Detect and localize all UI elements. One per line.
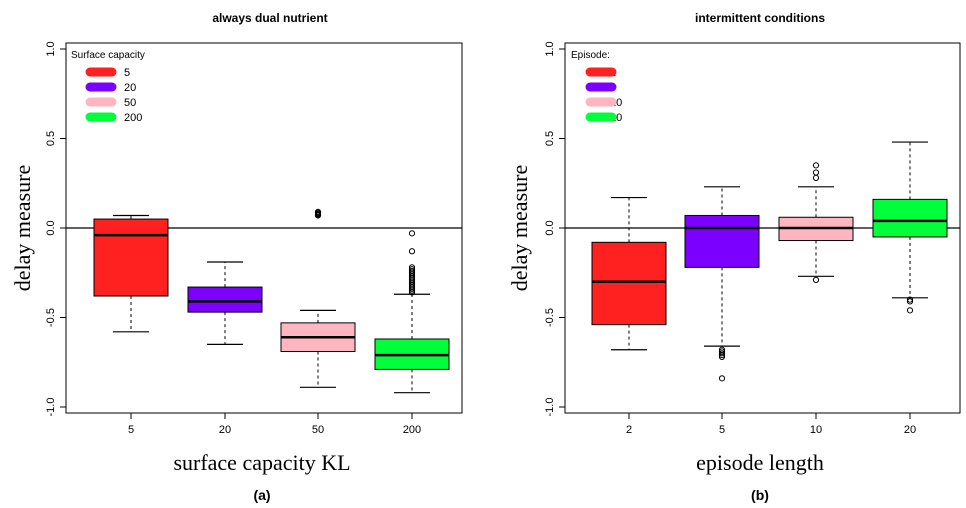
box <box>591 241 667 326</box>
x-axis-title: episode length <box>696 450 824 475</box>
y-axis-title: delay measure <box>10 165 35 291</box>
outlier-point <box>906 298 914 305</box>
legend-label: 50 <box>124 97 136 109</box>
box-group <box>684 186 760 382</box>
box-group <box>93 214 169 333</box>
y-tick-label: -0.5 <box>544 308 556 327</box>
y-tick-label: 0.0 <box>544 220 556 235</box>
y-axis-title: delay measure <box>507 165 532 291</box>
box <box>187 286 263 313</box>
outlier-point <box>812 162 820 169</box>
outlier-point <box>408 230 416 237</box>
y-tick-label: 0.5 <box>45 131 57 146</box>
box-group <box>872 141 948 314</box>
x-tick-label: 5 <box>719 424 725 436</box>
box-group <box>280 208 356 388</box>
x-tick-labels: 5 20 50 200 <box>128 424 421 436</box>
panel-a: always dual nutrient surface capacity KL… <box>10 11 463 503</box>
outlier-point <box>812 174 820 181</box>
y-tick-label: 1.0 <box>544 41 556 56</box>
chart-title: always dual nutrient <box>212 11 327 25</box>
outlier-point <box>812 276 820 284</box>
outlier-point <box>718 351 726 359</box>
outlier-point <box>718 350 726 357</box>
outlier-point <box>314 208 322 215</box>
legend-label: 200 <box>124 112 142 124</box>
x-tick-label: 10 <box>810 424 822 436</box>
legend: Episode: 2 5 10 20 <box>571 50 622 124</box>
box-group <box>778 162 854 284</box>
box <box>684 214 760 268</box>
box-group <box>374 230 450 394</box>
legend-label: 20 <box>124 82 136 94</box>
outlier-point <box>408 266 416 273</box>
y-tick-label: 1.0 <box>45 41 57 56</box>
y-tick-label: 0.0 <box>45 220 57 235</box>
box-group <box>187 261 263 345</box>
y-tick-label: -1.0 <box>544 398 556 417</box>
chart-title: intermittent conditions <box>695 11 825 25</box>
x-axis-title: surface capacity KL <box>173 450 350 475</box>
x-tick-labels: 2 5 10 20 <box>626 424 916 436</box>
outlier-point <box>408 264 416 271</box>
panel-caption: (b) <box>751 487 769 503</box>
y-tick-label: -1.0 <box>45 398 57 417</box>
outlier-point <box>906 296 914 303</box>
x-tick-label: 200 <box>403 424 421 436</box>
outlier-point <box>408 267 416 275</box>
x-tick-label: 50 <box>312 424 324 436</box>
y-tick-label: -0.5 <box>45 308 57 327</box>
outlier-point <box>408 248 416 255</box>
y-tick-label: 0.5 <box>544 131 556 146</box>
outlier-point <box>812 169 820 176</box>
outlier-point <box>718 375 726 382</box>
panel-caption: (a) <box>253 487 270 503</box>
legend-title: Surface capacity <box>71 50 145 61</box>
legend: Surface capacity 5 20 50 200 <box>71 50 145 124</box>
panel-b: intermittent conditions episode length d… <box>507 11 961 503</box>
x-tick-label: 2 <box>626 424 632 436</box>
outlier-point <box>718 353 726 360</box>
x-tick-label: 5 <box>128 424 134 436</box>
outlier-point <box>906 307 914 314</box>
legend-label: 5 <box>124 67 130 79</box>
box <box>872 198 948 238</box>
x-tick-label: 20 <box>904 424 916 436</box>
box-group <box>591 196 667 351</box>
x-tick-label: 20 <box>219 424 231 436</box>
legend-title: Episode: <box>571 50 610 61</box>
box <box>93 218 169 297</box>
